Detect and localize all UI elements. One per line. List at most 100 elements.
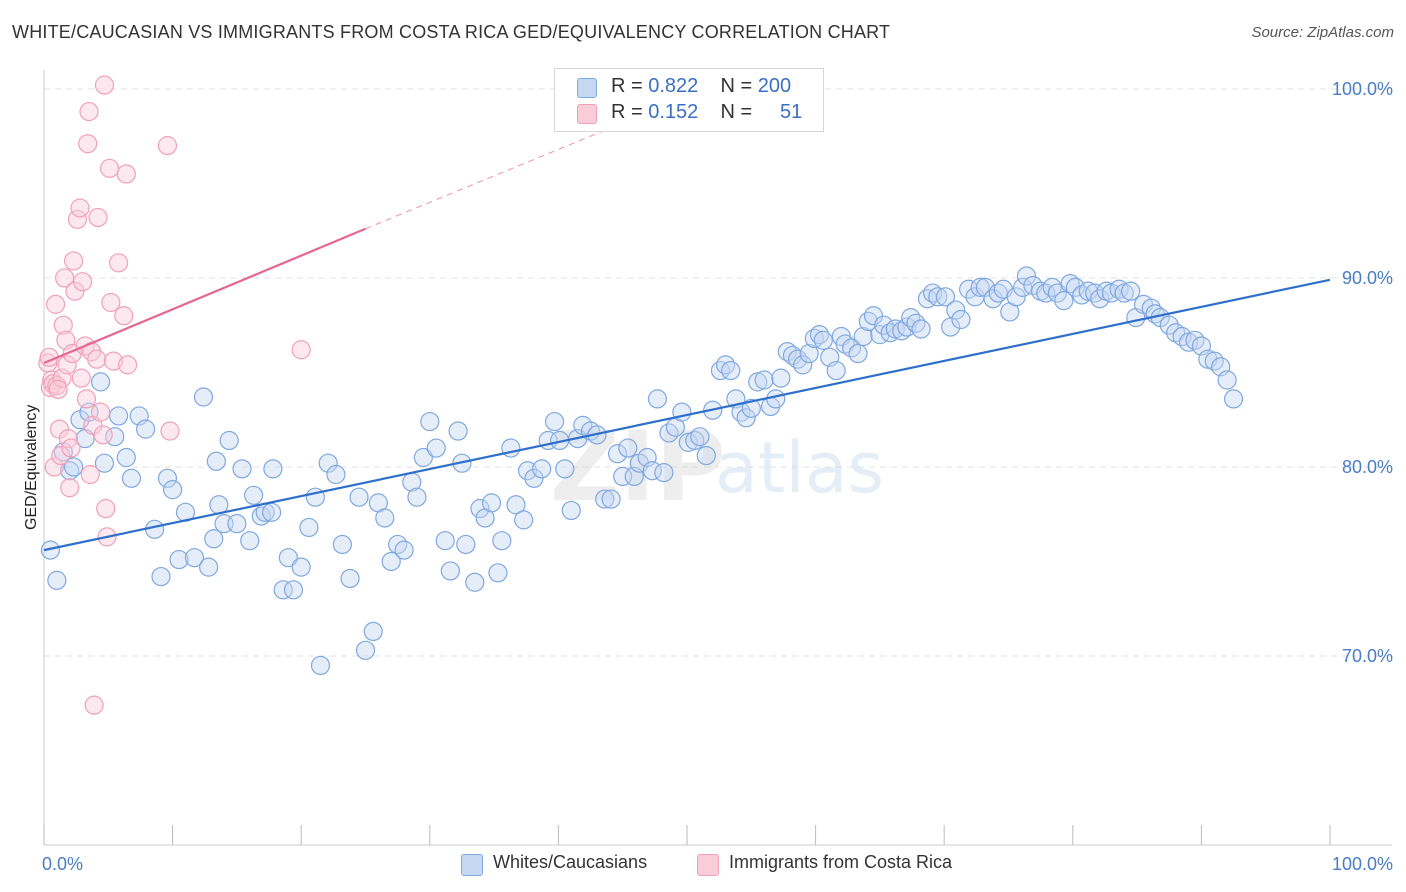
- whites-point-144: [911, 319, 931, 339]
- trend-line-costa-rica-extension: [365, 122, 623, 230]
- whites-point-83: [561, 500, 581, 521]
- whites-point-19: [163, 480, 183, 500]
- whites-point-150: [946, 300, 966, 320]
- whites-point-34: [251, 506, 271, 526]
- costa-rica-point-45: [116, 164, 136, 184]
- costa-rica-point-48: [160, 421, 180, 441]
- trend-line-whites: [43, 278, 1331, 552]
- whites-point-38: [273, 580, 293, 600]
- whites-point-61: [426, 438, 446, 458]
- whites-point-108: [715, 355, 736, 375]
- whites-point-46: [326, 464, 346, 485]
- costa-rica-point-38: [96, 498, 116, 519]
- whites-point-71: [488, 563, 508, 583]
- costa-rica-point-5: [44, 457, 64, 477]
- whites-point-133: [853, 326, 873, 347]
- whites-point-50: [355, 640, 376, 660]
- whites-point-0: [40, 540, 61, 560]
- whites-point-31: [232, 459, 252, 479]
- whites-point-119: [777, 342, 797, 362]
- whites-point-51: [363, 621, 383, 642]
- whites-point-148: [935, 287, 956, 307]
- chart-title: WHITE/CAUCASIAN VS IMMIGRANTS FROM COSTA…: [12, 22, 891, 42]
- costa-rica-point-23: [71, 368, 91, 388]
- whites-point-67: [465, 572, 485, 592]
- y-tick-label-0: 70.0%: [1342, 646, 1393, 666]
- whites-point-76: [517, 461, 538, 481]
- costa-rica-point-40: [99, 158, 120, 178]
- whites-point-49: [349, 487, 369, 507]
- correlation-legend: R = 0.822 N = 200 R = 0.152 N = 51: [554, 68, 824, 132]
- whites-point-157: [988, 283, 1008, 303]
- whites-point-3: [60, 461, 80, 481]
- costa-rica-point-35: [90, 402, 111, 422]
- whites-point-39: [278, 548, 298, 568]
- costa-rica-point-9: [51, 446, 71, 466]
- whites-point-90: [607, 444, 628, 464]
- costa-rica-point-41: [101, 292, 121, 313]
- whites-point-91: [613, 466, 633, 487]
- costa-rica-point-19: [63, 251, 84, 271]
- trend-lines: [43, 122, 1331, 552]
- whites-point-80: [544, 411, 565, 432]
- whites-point-64: [448, 421, 468, 441]
- whites-point-122: [793, 355, 813, 375]
- costa-rica-point-34: [88, 207, 108, 228]
- whites-point-17: [151, 566, 171, 587]
- whites-point-107: [710, 360, 731, 381]
- costa-rica-point-36: [93, 425, 113, 445]
- costa-rica-point-26: [76, 389, 97, 409]
- whites-point-179: [1121, 281, 1141, 301]
- whites-point-9: [94, 453, 115, 473]
- whites-point-92: [618, 438, 638, 458]
- whites-point-121: [787, 349, 808, 369]
- bottom-legend-swatch-whites: [461, 854, 483, 876]
- costa-rica-point-28: [79, 101, 99, 122]
- whites-point-113: [741, 398, 761, 418]
- whites-point-26: [206, 451, 226, 471]
- trend-line-costa-rica: [43, 227, 366, 365]
- whites-point-66: [456, 534, 476, 555]
- whites-point-8: [90, 372, 111, 392]
- whites-point-75: [514, 510, 534, 530]
- whites-point-54: [381, 551, 401, 572]
- n-label: N =: [720, 75, 753, 97]
- costa-rica-point-44: [114, 306, 134, 326]
- whites-point-12: [116, 447, 136, 468]
- whites-point-48: [340, 568, 360, 589]
- y-axis-label: GED/Equivalency: [23, 405, 40, 530]
- x-tick-label-left: 0.0%: [42, 854, 83, 874]
- costa-rica-point-33: [87, 349, 107, 369]
- costa-rica-point-21: [67, 209, 88, 229]
- costa-rica-point-22: [70, 198, 90, 218]
- whites-point-47: [332, 534, 352, 555]
- whites-point-70: [481, 493, 502, 513]
- whites-point-82: [555, 459, 575, 479]
- whites-point-151: [951, 309, 971, 330]
- n-label: N =: [720, 101, 753, 123]
- costa-rica-point-11: [53, 315, 73, 335]
- whites-point-154: [970, 277, 990, 297]
- whites-point-13: [121, 468, 142, 488]
- whites-point-168: [1054, 291, 1074, 311]
- whites-point-1: [47, 570, 67, 590]
- whites-point-162: [1016, 266, 1037, 286]
- costa-rica-point-17: [61, 438, 81, 458]
- r-label: R =: [611, 101, 643, 123]
- x-tick-label-right: 100.0%: [1332, 854, 1393, 874]
- whites-point-44: [310, 655, 331, 676]
- whites-point-98: [654, 463, 674, 483]
- whites-point-30: [227, 514, 247, 534]
- whites-point-11: [108, 406, 129, 426]
- whites-point-105: [696, 446, 716, 466]
- bottom-legend-label-whites: Whites/Caucasians: [493, 852, 648, 872]
- whites-point-103: [685, 430, 705, 451]
- whites-point-59: [413, 447, 433, 468]
- whites-point-40: [283, 580, 304, 600]
- whites-point-88: [595, 489, 615, 509]
- whites-point-45: [318, 453, 338, 473]
- y-tick-label-2: 90.0%: [1342, 268, 1393, 288]
- whites-point-58: [407, 487, 427, 507]
- whites-point-72: [492, 531, 512, 551]
